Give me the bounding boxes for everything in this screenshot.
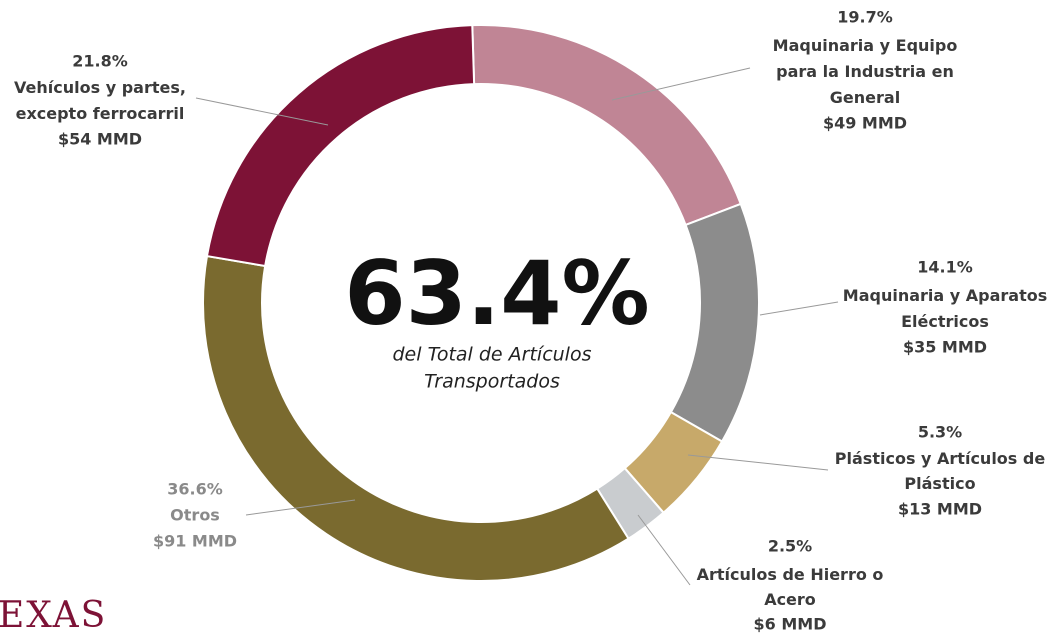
slice <box>669 202 760 443</box>
slice <box>471 24 743 227</box>
value-label: 36.6% <box>167 480 223 499</box>
amount-label: $35 MMD <box>903 338 987 357</box>
category-label: Vehículos y partes, excepto ferrocarril <box>14 78 186 123</box>
leader-line <box>611 67 751 101</box>
donut <box>202 24 760 582</box>
amount-label: $6 MMD <box>754 615 827 634</box>
amount-label: $49 MMD <box>823 114 907 133</box>
category-label: Artículos de Hierro o Acero <box>697 565 884 609</box>
center-caption: del Total de Artículos <box>393 344 592 366</box>
leader-line <box>245 499 356 516</box>
value-label: 2.5% <box>768 537 812 556</box>
value-label: 5.3% <box>918 423 962 442</box>
value-label: 14.1% <box>917 258 973 277</box>
slice <box>205 24 476 268</box>
slice <box>202 254 630 582</box>
center-caption: Transportados <box>424 371 560 393</box>
category-label: Maquinaria y Aparatos Eléctricos <box>843 286 1047 331</box>
leader-line <box>195 97 329 126</box>
amount-label: $54 MMD <box>58 130 142 149</box>
amount-label: $13 MMD <box>898 500 982 519</box>
value-label: 21.8% <box>72 52 128 71</box>
center-value: 63.4% <box>344 242 649 345</box>
leader-line <box>637 514 691 586</box>
leader-line <box>687 454 829 471</box>
logo: EXAS <box>0 595 107 634</box>
leader-line <box>759 301 839 316</box>
category-label: Plásticos y Artículos de Plástico <box>835 449 1046 493</box>
amount-label: $91 MMD <box>153 532 237 551</box>
category-label: Maquinaria y Equipo para la Industria en G… <box>773 36 958 107</box>
category-label: Otros <box>170 506 220 525</box>
value-label: 19.7% <box>837 8 893 27</box>
